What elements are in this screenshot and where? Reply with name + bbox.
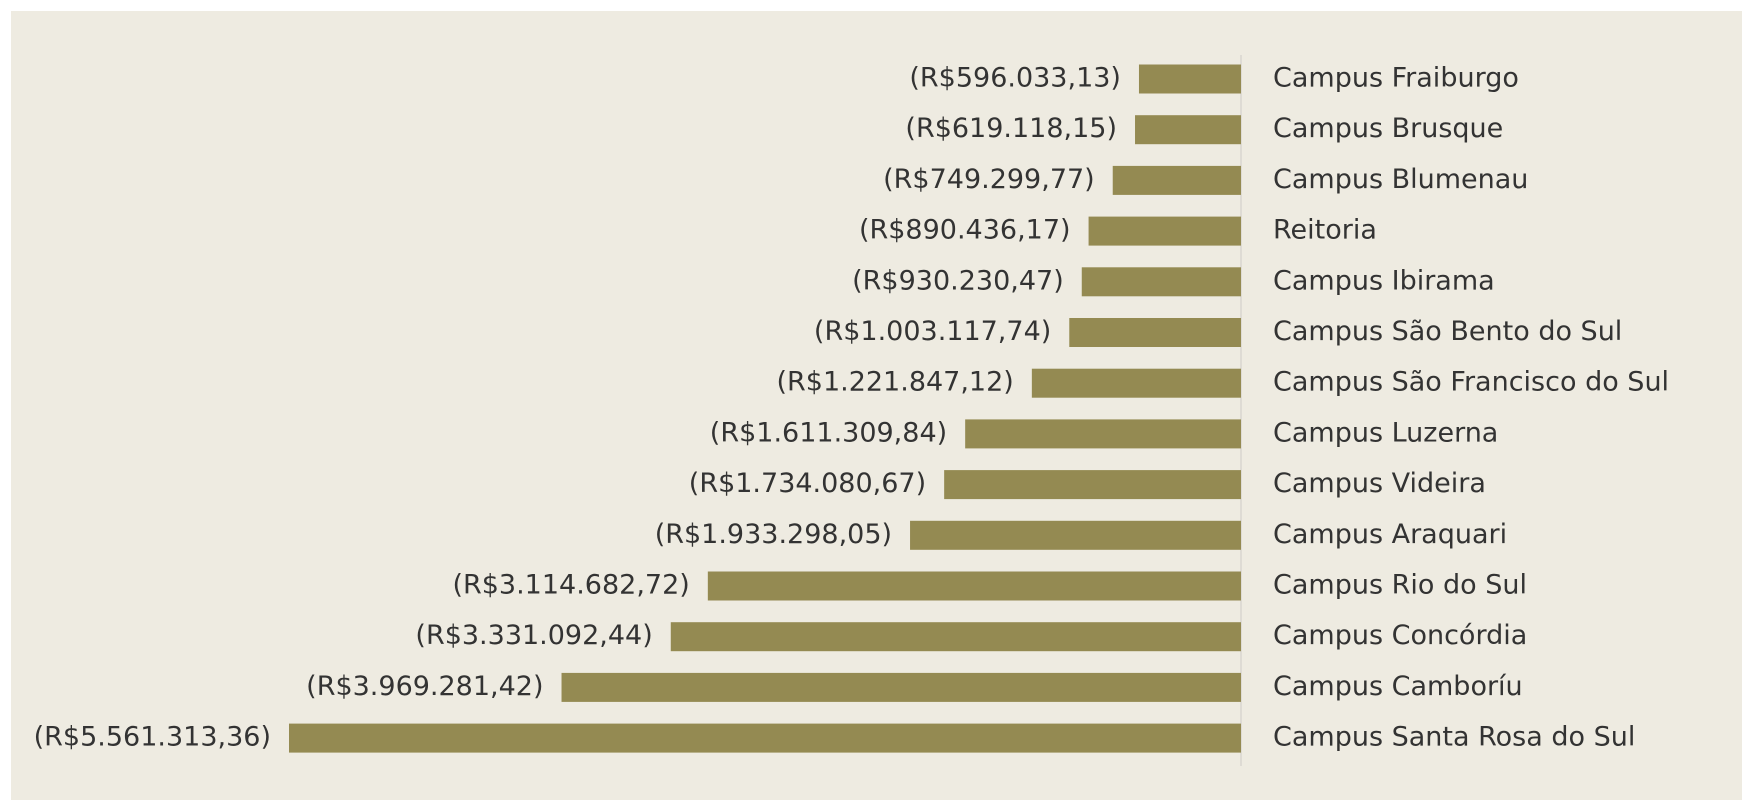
bar: [1138, 64, 1241, 94]
bar: [965, 419, 1241, 449]
bar: [670, 622, 1241, 652]
panel: [11, 11, 1742, 800]
category-label: Campus Rio do Sul: [1273, 570, 1527, 601]
value-label: (R$3.114.682,72): [452, 570, 689, 601]
value-label: (R$1.933.298,05): [655, 519, 892, 550]
value-label: (R$1.611.309,84): [710, 417, 947, 448]
bar: [289, 723, 1241, 753]
category-label: Campus São Francisco do Sul: [1273, 367, 1669, 398]
bar: [1081, 267, 1241, 297]
category-label: Campus São Bento do Sul: [1273, 316, 1622, 347]
bar: [910, 520, 1241, 550]
value-label: (R$930.230,47): [852, 265, 1064, 296]
category-label: Campus Blumenau: [1273, 164, 1528, 195]
bar: [1069, 318, 1241, 347]
bar: [707, 571, 1241, 601]
category-label: Campus Concórdia: [1273, 620, 1527, 651]
category-label: Campus Fraiburgo: [1273, 63, 1519, 94]
value-label: (R$1.734.080,67): [689, 468, 926, 499]
bar: [1031, 368, 1241, 398]
category-label: Campus Brusque: [1273, 113, 1503, 144]
value-label: (R$596.033,13): [909, 63, 1121, 94]
value-label: (R$619.118,15): [905, 113, 1117, 144]
category-label: Campus Videira: [1273, 468, 1486, 499]
value-label: (R$749.299,77): [883, 164, 1095, 195]
bar: [1088, 216, 1241, 246]
category-label: Reitoria: [1273, 215, 1377, 246]
bar: [944, 470, 1241, 500]
category-label: Campus Camboríu: [1273, 671, 1523, 702]
category-label: Campus Ibirama: [1273, 265, 1495, 296]
value-label: (R$1.003.117,74): [814, 316, 1051, 347]
category-label: Campus Araquari: [1273, 519, 1507, 550]
value-label: (R$1.221.847,12): [776, 367, 1013, 398]
value-label: (R$5.561.313,36): [34, 722, 271, 753]
bar: [1135, 115, 1241, 145]
category-label: Campus Luzerna: [1273, 417, 1498, 448]
category-label: Campus Santa Rosa do Sul: [1273, 722, 1635, 753]
value-label: (R$3.969.281,42): [306, 671, 543, 702]
value-label: (R$3.331.092,44): [415, 620, 652, 651]
bar: [561, 672, 1241, 702]
bar: [1112, 165, 1241, 195]
value-label: (R$890.436,17): [859, 215, 1071, 246]
